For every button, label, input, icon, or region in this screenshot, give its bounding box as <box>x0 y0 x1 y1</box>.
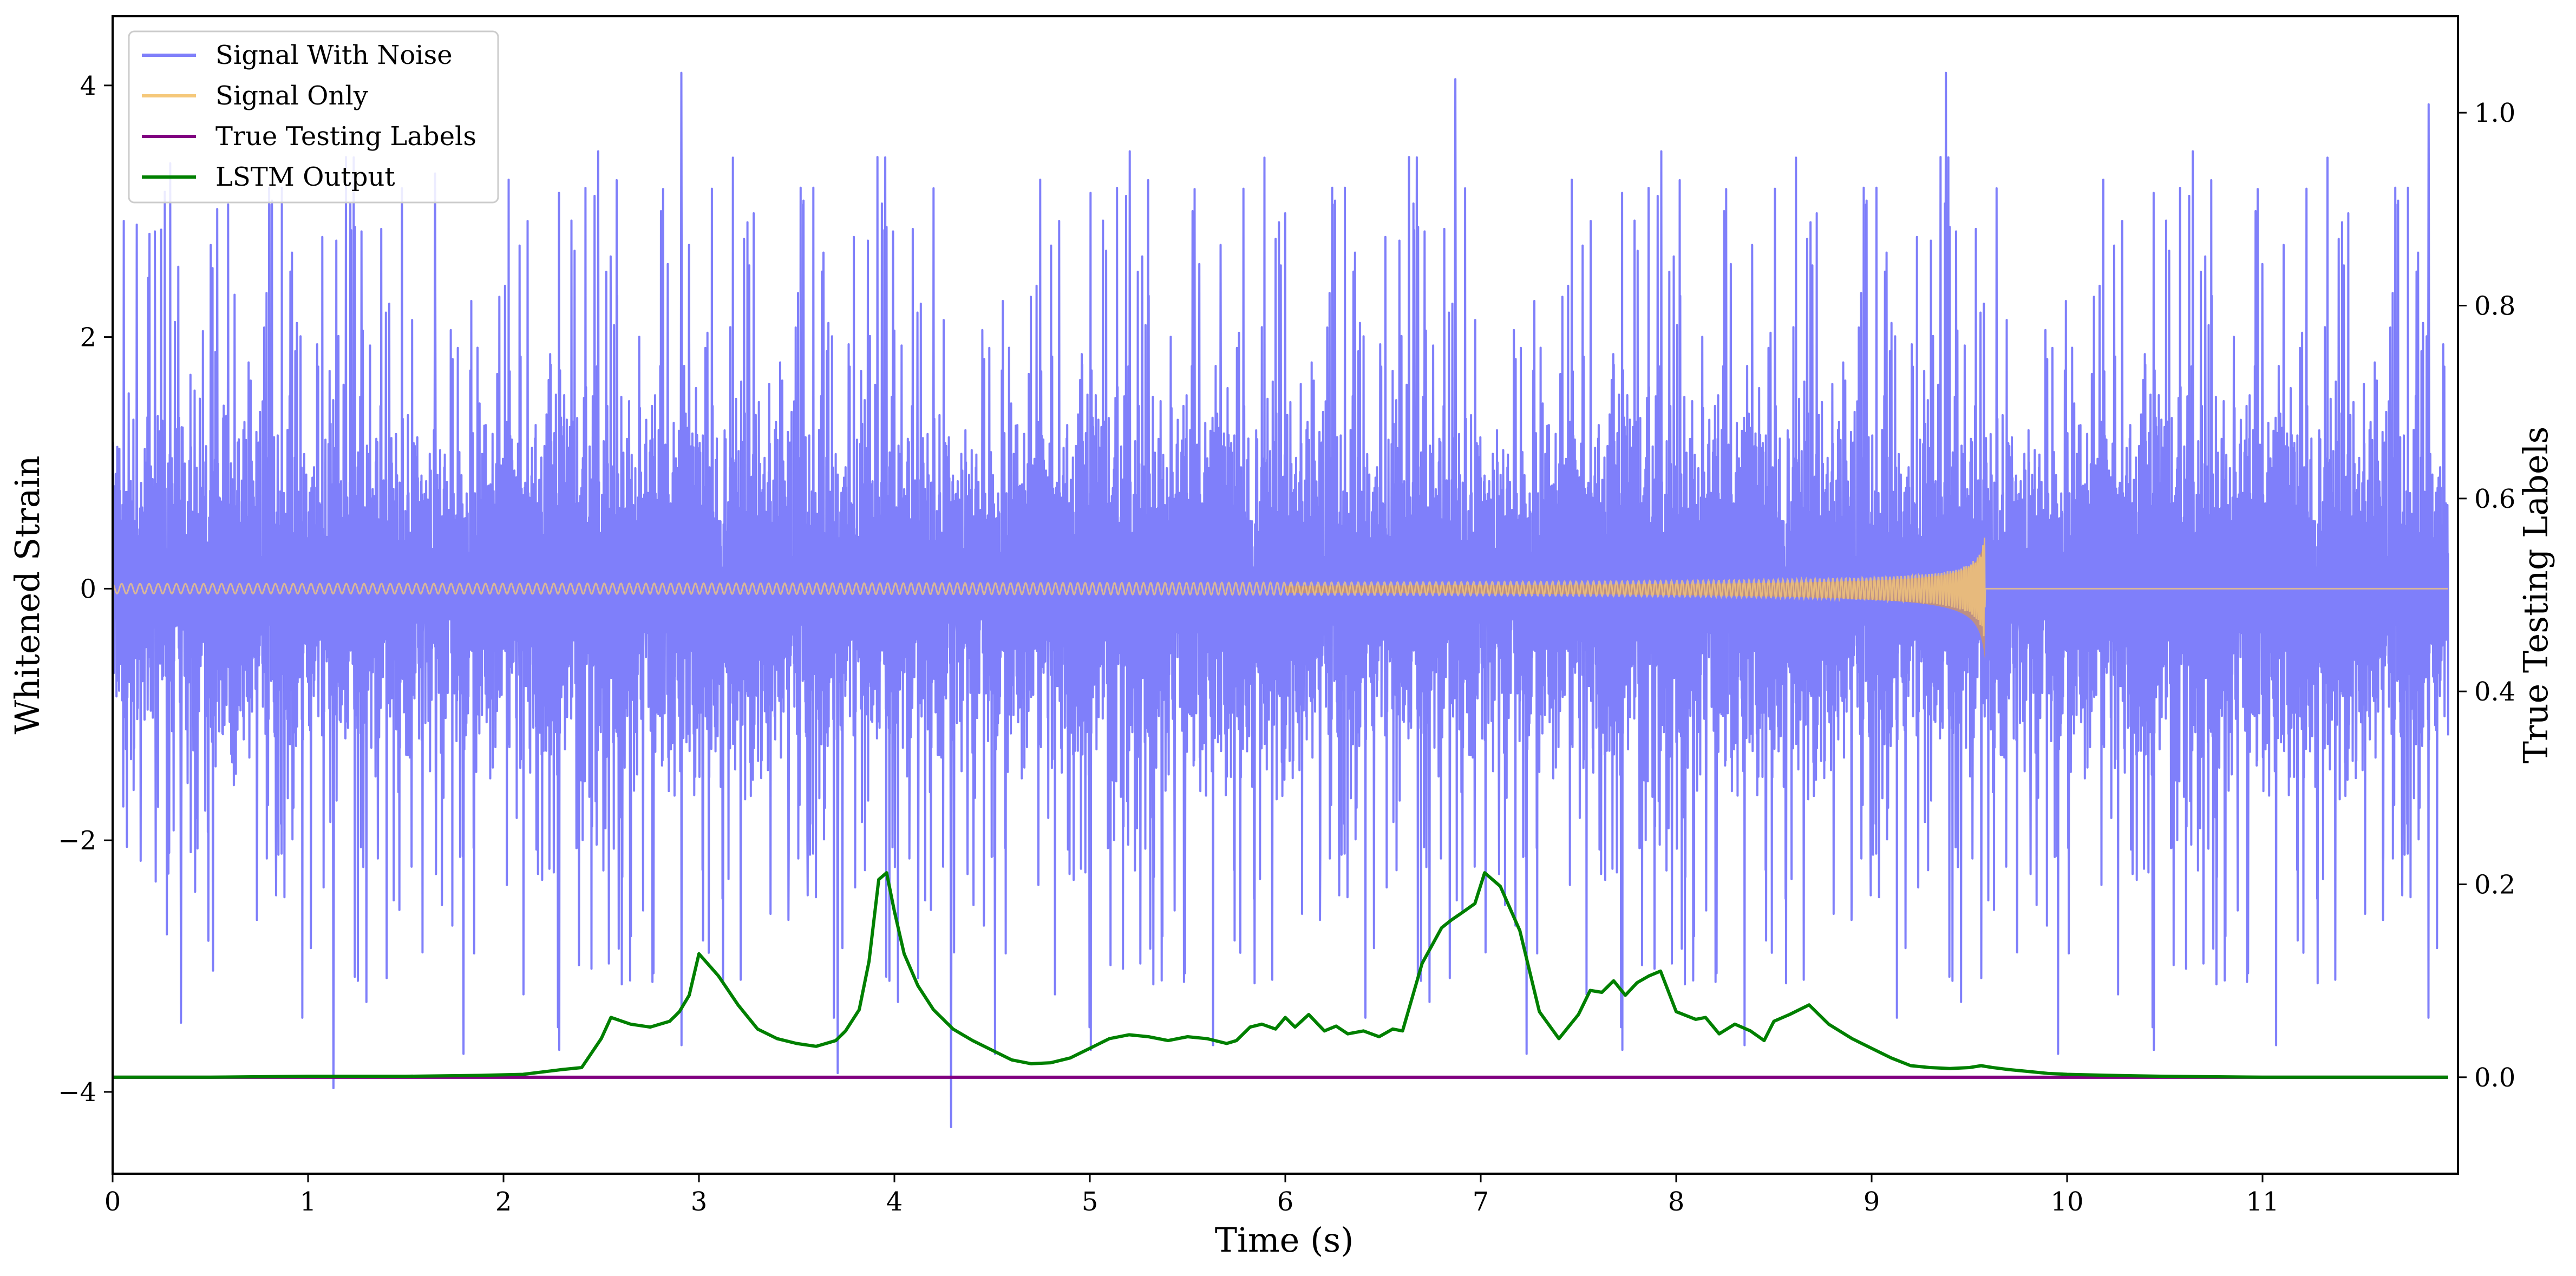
y-axis-right-label: True Testing Labels <box>2516 427 2555 764</box>
x-tick-label: 1 <box>300 1187 317 1217</box>
y-tick-label: −4 <box>58 1077 96 1108</box>
y-right-tick-label: 0.4 <box>2474 677 2515 707</box>
legend-label-true-testing-labels: True Testing Labels <box>215 121 476 152</box>
y-tick-label: −2 <box>58 826 96 856</box>
x-tick-label: 10 <box>2050 1187 2083 1217</box>
series-layer <box>113 71 2449 1128</box>
y-axis-left: −4 −2 0 2 4 <box>58 71 113 1108</box>
x-tick-label: 5 <box>1082 1187 1099 1217</box>
y-right-tick-label: 0.6 <box>2474 484 2515 514</box>
signal-only-envelope <box>1285 535 1985 660</box>
x-tick-label: 11 <box>2246 1187 2279 1217</box>
x-tick-label: 4 <box>886 1187 903 1217</box>
legend: Signal With Noise Signal Only True Testing… <box>128 30 499 204</box>
x-tick-label: 2 <box>495 1187 512 1217</box>
legend-box <box>128 30 499 204</box>
y-tick-label: 0 <box>80 574 96 604</box>
x-tick-label: 8 <box>1668 1187 1685 1217</box>
x-tick-label: 6 <box>1277 1187 1294 1217</box>
x-axis: 0 1 2 3 4 5 6 7 8 9 10 11 <box>104 1174 2279 1217</box>
y-tick-label: 4 <box>80 71 96 101</box>
legend-label-lstm-output: LSTM Output <box>215 162 395 192</box>
x-tick-label: 9 <box>1864 1187 1880 1217</box>
y-right-tick-label: 0.8 <box>2474 291 2515 322</box>
x-axis-label: Time (s) <box>1215 1220 1354 1260</box>
lstm-output-line <box>113 871 2448 1079</box>
y-axis-label: Whitened Strain <box>8 456 47 735</box>
legend-label-signal-with-noise: Signal With Noise <box>215 40 453 70</box>
y-right-tick-label: 1.0 <box>2474 98 2515 128</box>
y-tick-label: 2 <box>80 323 96 353</box>
signal-only-line <box>113 538 2448 637</box>
x-tick-label: 0 <box>104 1187 121 1217</box>
y-right-tick-label: 0.0 <box>2474 1063 2515 1093</box>
y-axis-right: 0.0 0.2 0.4 0.6 0.8 1.0 <box>2458 98 2515 1093</box>
legend-label-signal-only: Signal Only <box>215 81 368 111</box>
signal-with-noise-line <box>113 71 2449 1128</box>
y-right-tick-label: 0.2 <box>2474 870 2515 900</box>
x-tick-label: 3 <box>691 1187 708 1217</box>
x-tick-label: 7 <box>1473 1187 1489 1217</box>
